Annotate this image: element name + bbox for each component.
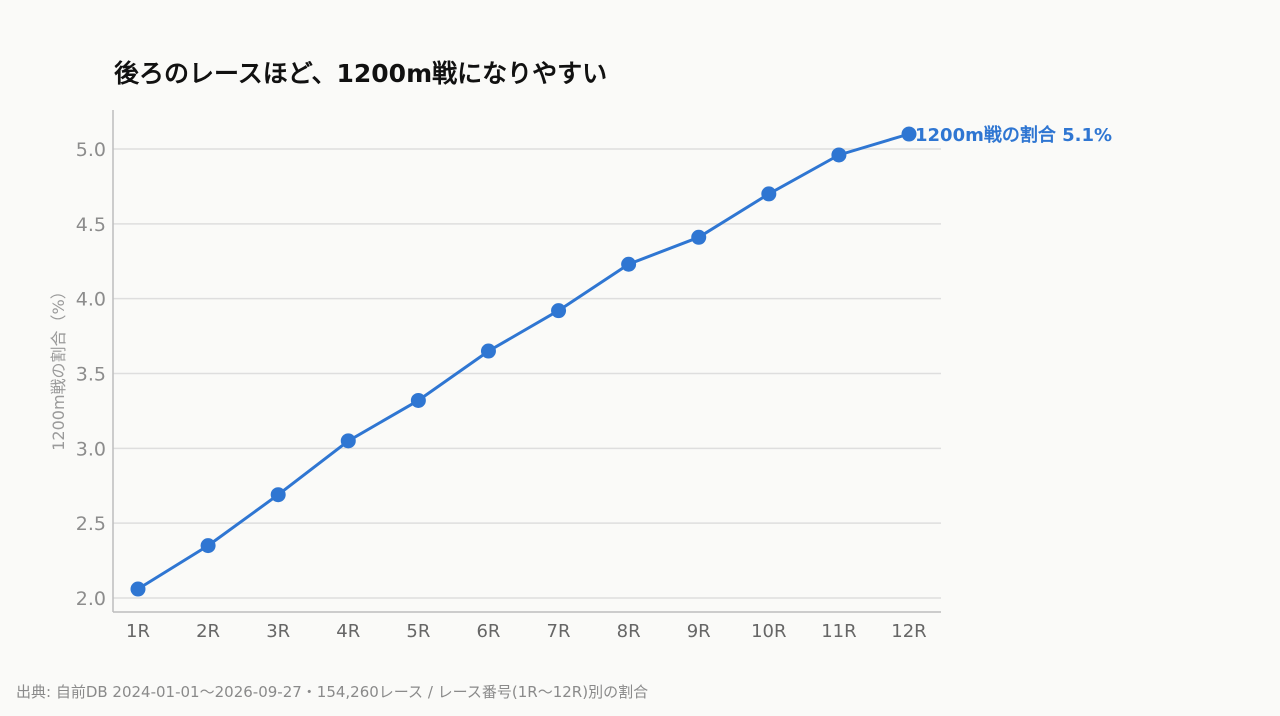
data-points — [130, 126, 917, 597]
data-point-11R — [831, 147, 847, 163]
x-tick-label: 4R — [336, 621, 360, 642]
y-tick-label: 2.0 — [76, 588, 106, 610]
y-tick-label: 2.5 — [76, 513, 106, 535]
series-end-label: 1200m戦の割合 5.1% — [915, 124, 1112, 146]
x-tick-label: 6R — [476, 621, 500, 642]
chart-title: 後ろのレースほど、1200m戦になりやすい — [114, 59, 608, 88]
series-line — [137, 132, 910, 591]
data-point-2R — [200, 538, 216, 554]
y-tick-label: 5.0 — [76, 139, 106, 161]
x-tick-label: 8R — [617, 621, 641, 642]
x-tick-label: 2R — [196, 621, 220, 642]
x-tick-label: 9R — [687, 621, 711, 642]
source-note: 出典: 自前DB 2024-01-01〜2026-09-27・154,260レー… — [16, 683, 649, 701]
y-axis-label: 1200m戦の割合（%） — [49, 283, 68, 451]
data-point-4R — [340, 433, 356, 449]
x-tick-label: 3R — [266, 621, 290, 642]
data-point-1R — [130, 581, 146, 597]
x-tick-label: 12R — [891, 621, 926, 642]
data-point-3R — [270, 487, 286, 503]
data-point-9R — [691, 229, 707, 245]
y-tick-label: 4.0 — [76, 289, 106, 311]
y-tick-labels: 2.0 2.5 3.0 3.5 4.0 4.5 5.0 — [76, 139, 106, 610]
y-tick-label: 4.5 — [76, 214, 106, 236]
x-tick-label: 7R — [547, 621, 571, 642]
grid-lines — [113, 148, 941, 599]
x-tick-label: 10R — [751, 621, 786, 642]
y-tick-label: 3.5 — [76, 364, 106, 386]
x-tick-label: 1R — [126, 621, 150, 642]
data-point-10R — [761, 186, 777, 202]
y-tick-label: 3.0 — [76, 438, 106, 460]
data-point-6R — [480, 343, 496, 359]
x-tick-label: 5R — [406, 621, 430, 642]
data-point-12R — [901, 126, 917, 142]
x-tick-labels: 1R 2R 3R 4R 5R 6R 7R 8R 9R 10R 11R 12R — [126, 621, 927, 642]
data-point-7R — [551, 303, 567, 319]
data-point-5R — [410, 392, 426, 408]
axes — [112, 110, 941, 613]
x-tick-label: 11R — [821, 621, 856, 642]
data-point-8R — [621, 256, 637, 272]
